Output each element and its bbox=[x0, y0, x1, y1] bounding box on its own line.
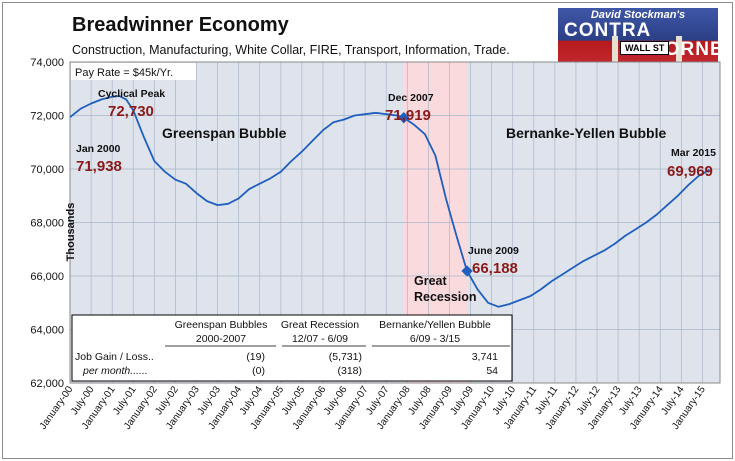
chart-title: Breadwinner Economy bbox=[72, 14, 289, 36]
y-tick-label: 62,000 bbox=[30, 378, 64, 390]
logo-wall-st-sign: WALL ST bbox=[620, 41, 670, 55]
table-header-line2: 6/09 - 3/15 bbox=[410, 333, 460, 345]
annotation-label: Cyclical Peak bbox=[98, 88, 165, 100]
annotation-value: 66,188 bbox=[472, 260, 518, 277]
plot-border bbox=[69, 61, 721, 384]
y-tick-label: 70,000 bbox=[30, 164, 64, 176]
annotation-value: 71,938 bbox=[76, 158, 122, 175]
y-tick-label: 68,000 bbox=[30, 218, 64, 230]
table-header-line1: Great Recession bbox=[281, 319, 359, 331]
contra-corner-logo: David Stockman's CONTRA CORNER WALL ST bbox=[558, 8, 718, 62]
table-cell: (5,731) bbox=[329, 351, 362, 363]
table-header-line1: Bernanke/Yellen Bubble bbox=[379, 319, 491, 331]
data-point-marker bbox=[461, 265, 473, 277]
annotation-value: 69,969 bbox=[667, 163, 713, 180]
annotation-label: Dec 2007 bbox=[388, 92, 434, 104]
annotation-label: June 2009 bbox=[468, 245, 519, 257]
annotation-value: 71,919 bbox=[385, 107, 431, 124]
table-header-line2: 2000-2007 bbox=[196, 333, 246, 345]
y-tick-label: 72,000 bbox=[30, 111, 64, 123]
table-header-line2: 12/07 - 6/09 bbox=[292, 333, 348, 345]
summary-table bbox=[71, 314, 513, 382]
region-label-bernanke-yellen: Bernanke-Yellen Bubble bbox=[506, 125, 666, 141]
annotation-value: 72,730 bbox=[108, 103, 154, 120]
region-label-great: Great bbox=[414, 274, 447, 288]
table-row-label: per month...... bbox=[82, 365, 148, 377]
table-cell: (19) bbox=[246, 351, 265, 363]
region-label-recession: Recession bbox=[414, 290, 477, 304]
table-cell: 54 bbox=[486, 365, 498, 377]
y-tick-label: 64,000 bbox=[30, 325, 64, 337]
logo-word-contra: CONTRA bbox=[564, 20, 652, 41]
pay-rate-label: Pay Rate = $45k/Yr. bbox=[75, 67, 173, 79]
y-tick-label: 74,000 bbox=[30, 57, 64, 69]
annotation-label: Jan 2000 bbox=[76, 143, 121, 155]
y-axis-label: Thousands bbox=[65, 203, 77, 262]
region-label-greenspan: Greenspan Bubble bbox=[162, 125, 287, 141]
y-tick-label: 66,000 bbox=[30, 271, 64, 283]
table-cell: (0) bbox=[252, 365, 265, 377]
table-cell: 3,741 bbox=[472, 351, 498, 363]
series-line bbox=[69, 95, 710, 308]
chart-subtitle: Construction, Manufacturing, White Colla… bbox=[72, 43, 510, 57]
table-row-label: Job Gain / Loss.. bbox=[75, 351, 154, 363]
pay-rate-box bbox=[71, 63, 196, 80]
logo-top-text: David Stockman's bbox=[590, 9, 686, 21]
table-header-line1: Greenspan Bubbles bbox=[175, 319, 268, 331]
table-cell: (318) bbox=[337, 365, 362, 377]
annotation-label: Mar 2015 bbox=[671, 147, 716, 159]
